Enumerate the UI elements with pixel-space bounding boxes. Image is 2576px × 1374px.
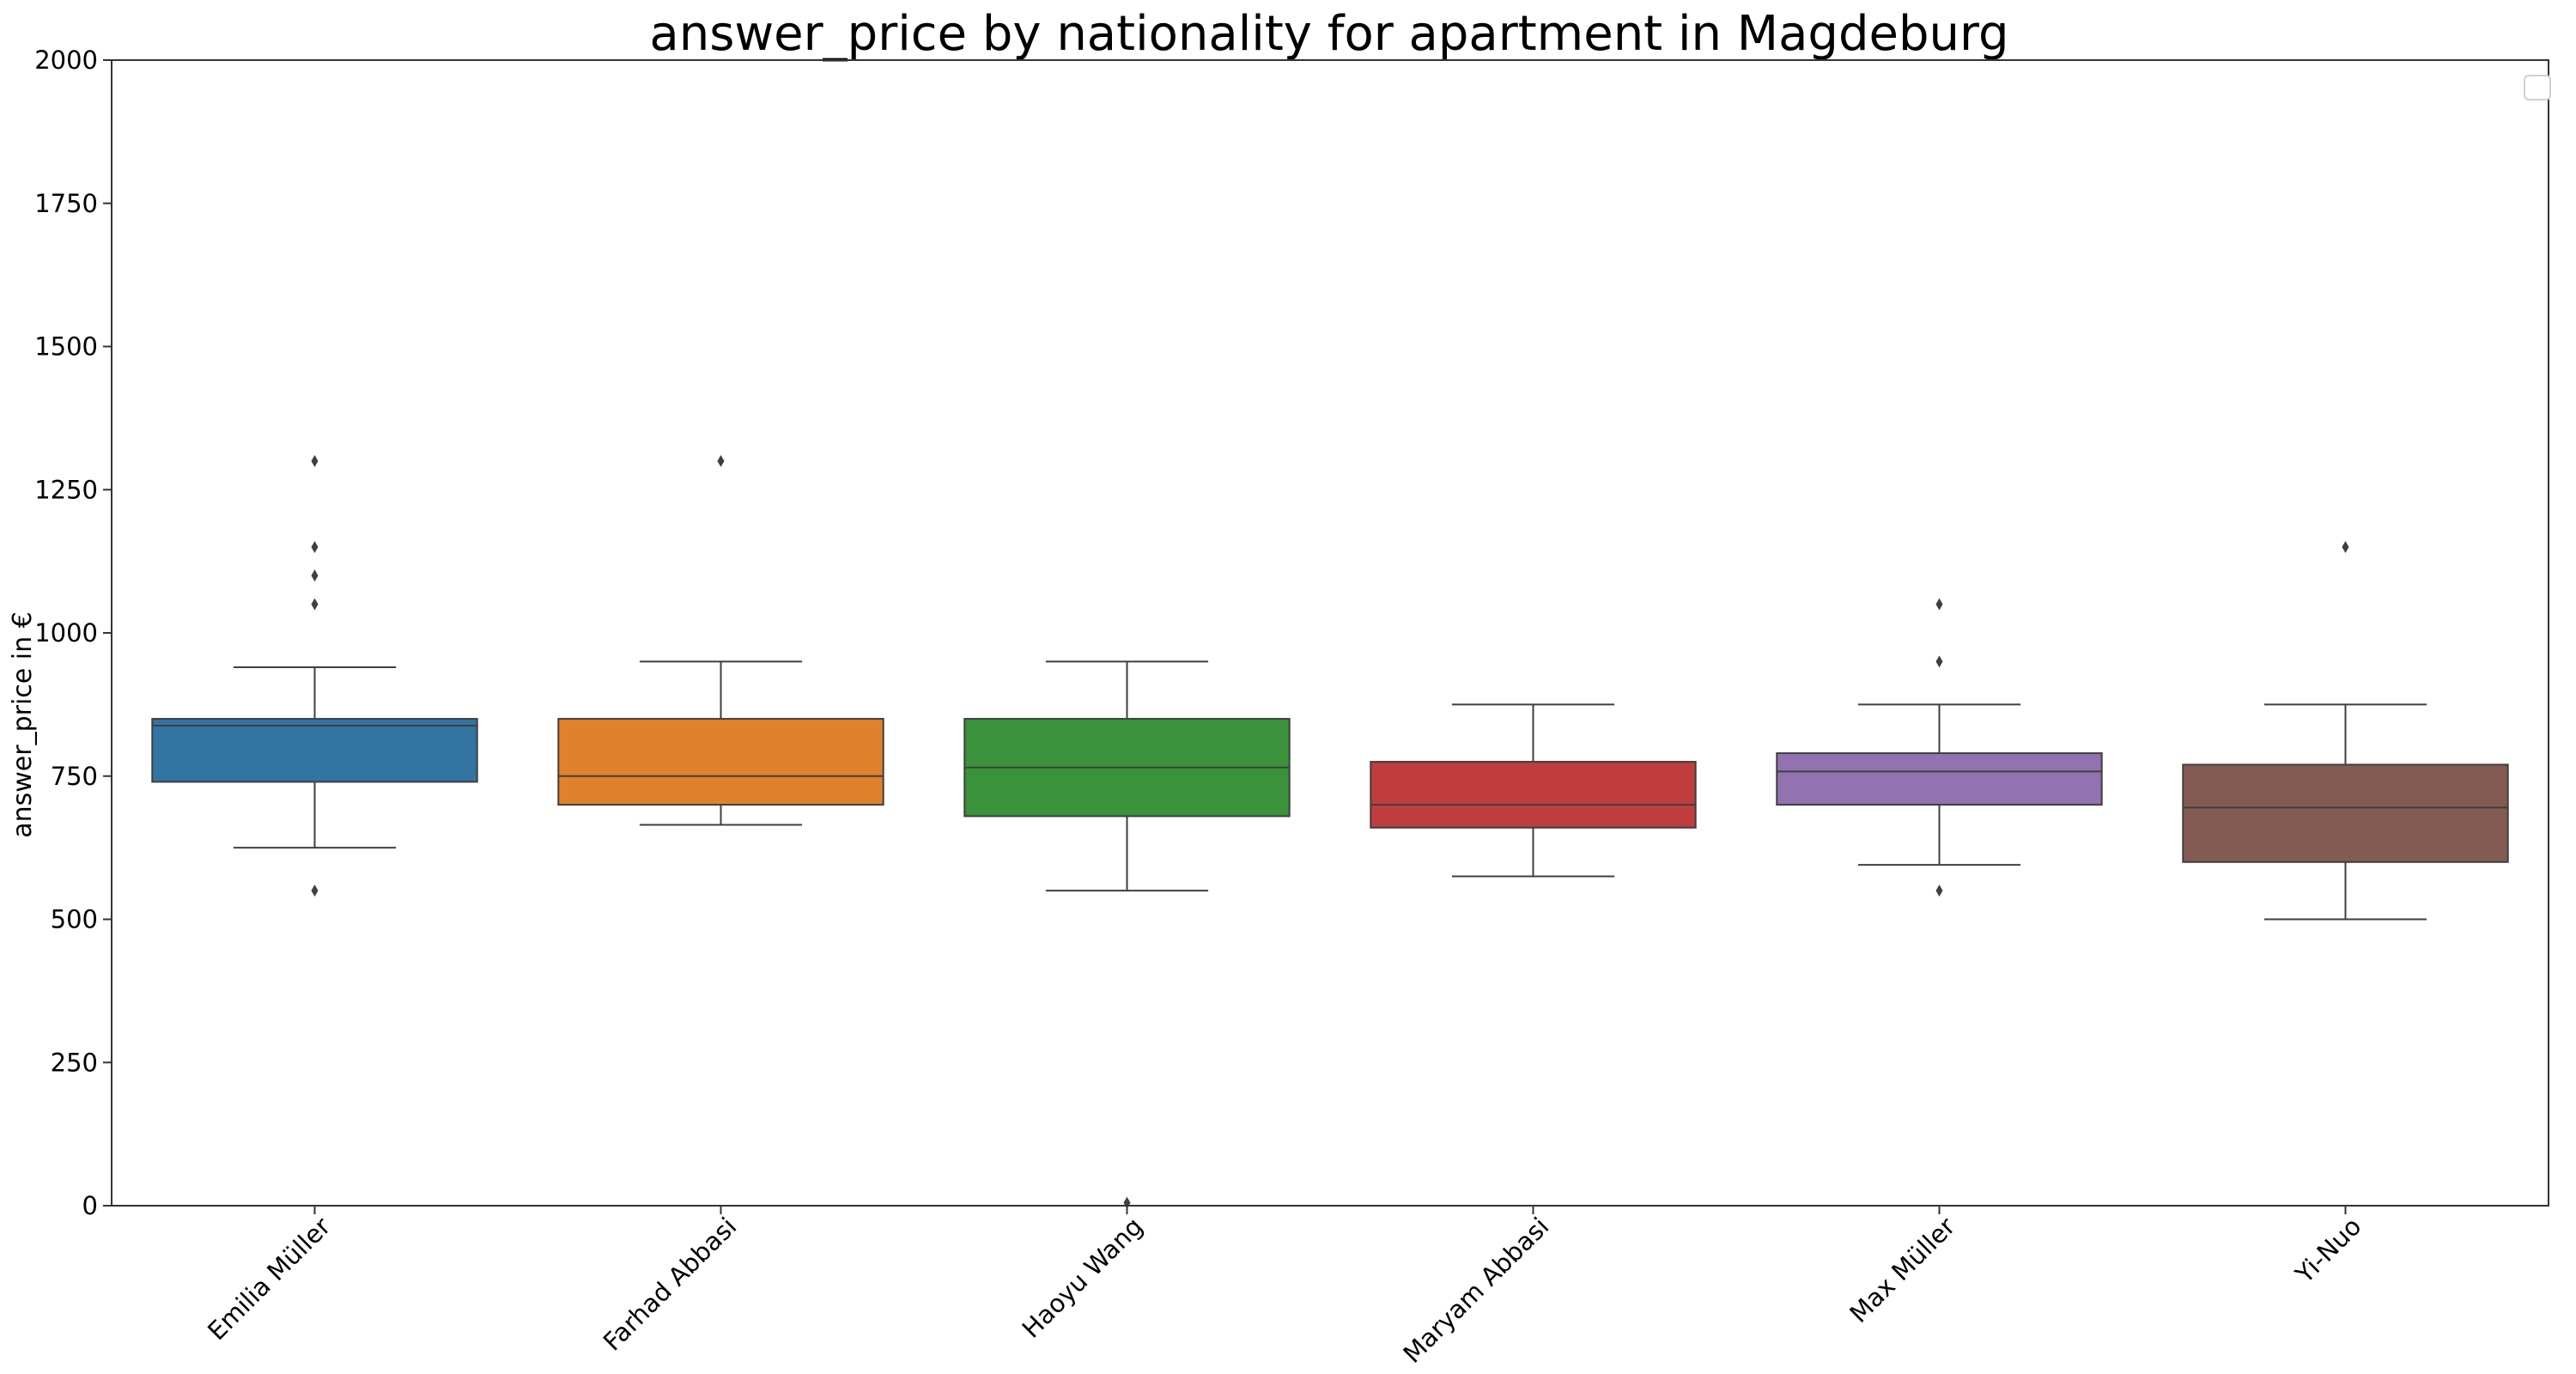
y-tick-label: 750 [51, 762, 98, 791]
box-body [151, 718, 478, 783]
outlier-point [311, 598, 319, 611]
box-body [1370, 761, 1697, 829]
y-tick-label: 1250 [34, 475, 98, 504]
box-body [557, 718, 884, 806]
y-tick-label: 1750 [34, 189, 98, 218]
box-body [2182, 763, 2509, 863]
outlier-point [311, 454, 319, 467]
outlier-point [311, 569, 319, 582]
outlier-point [311, 540, 319, 553]
y-tick-label: 1000 [34, 618, 98, 647]
box-group [151, 454, 478, 897]
box-body [1776, 752, 2103, 806]
box-group [1776, 598, 2103, 897]
outlier-point [717, 454, 725, 467]
outlier-point [2342, 540, 2349, 553]
y-tick-label: 0 [82, 1191, 98, 1220]
plot-area [151, 454, 2509, 1209]
outlier-point [1935, 885, 1943, 897]
y-tick-label: 2000 [34, 46, 98, 75]
chart-title: answer_price by nationality for apartmen… [649, 6, 2008, 62]
legend-box [2524, 75, 2551, 100]
y-axis-label: answer_price in € [8, 611, 38, 838]
y-tick-label: 250 [51, 1048, 98, 1077]
y-tick-label: 500 [51, 905, 98, 934]
y-tick-label: 1500 [34, 332, 98, 362]
box-group [963, 660, 1291, 1209]
outlier-point [1935, 655, 1943, 668]
box-group [1370, 703, 1697, 878]
y-axis: 0 250 500 750 1000 1250 1500 1750 2000 [34, 46, 112, 1220]
box-group [557, 454, 884, 826]
outlier-point [1935, 598, 1943, 611]
plot-frame [111, 59, 2549, 1207]
box-group [2182, 540, 2509, 921]
outlier-point [311, 885, 319, 897]
